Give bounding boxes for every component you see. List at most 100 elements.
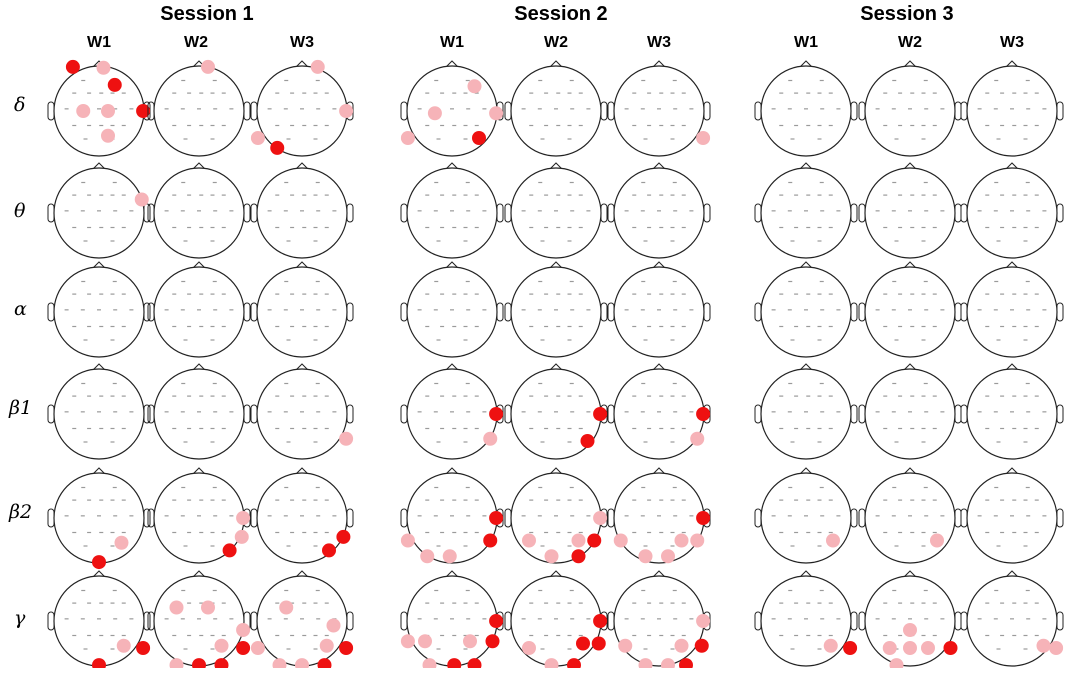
electrode-site bbox=[659, 124, 664, 127]
right-ear-outline bbox=[346, 404, 354, 424]
electrode-site bbox=[670, 194, 675, 196]
electrode-site bbox=[284, 79, 289, 82]
electrode-site bbox=[891, 515, 896, 517]
electrode-site bbox=[521, 309, 526, 311]
electrode-site bbox=[164, 108, 169, 110]
electrode-site bbox=[121, 124, 126, 127]
electrode-site bbox=[275, 602, 280, 604]
electrode-site bbox=[72, 124, 77, 127]
electrode-site bbox=[681, 92, 686, 94]
electrode-site bbox=[210, 92, 215, 94]
electrode-site bbox=[993, 108, 998, 110]
electrode-site bbox=[210, 499, 215, 501]
electrode-site bbox=[284, 280, 289, 283]
head-outline bbox=[864, 368, 956, 460]
left-ear-outline bbox=[960, 508, 968, 528]
electrode-site bbox=[99, 427, 104, 430]
session-3-w1-label: W1 bbox=[794, 34, 818, 51]
significant-electrode-strong bbox=[580, 434, 595, 448]
electrode-site bbox=[985, 602, 990, 604]
electrode-site bbox=[570, 618, 575, 620]
electrode-site bbox=[670, 124, 675, 127]
session-1-title: Session 1 bbox=[160, 3, 253, 25]
electrode-site bbox=[819, 181, 824, 184]
right-ear-outline bbox=[243, 101, 251, 121]
electrode-site bbox=[556, 124, 561, 127]
left-ear-outline bbox=[250, 611, 258, 631]
electrode-site bbox=[283, 108, 288, 110]
electrode-site bbox=[210, 441, 215, 443]
significant-electrode-weak bbox=[661, 549, 675, 564]
electrode-site bbox=[578, 427, 583, 430]
electrode-site bbox=[1000, 499, 1005, 501]
electrode-site bbox=[210, 124, 215, 127]
electrode-site bbox=[180, 411, 185, 413]
electrode-site bbox=[540, 138, 545, 140]
electrode-site bbox=[324, 226, 329, 229]
left-ear-outline bbox=[754, 203, 762, 223]
electrode-site bbox=[898, 602, 903, 604]
electrode-site bbox=[434, 181, 439, 184]
electrode-site bbox=[836, 515, 841, 517]
electrode-site bbox=[290, 427, 295, 430]
electrode-site bbox=[910, 124, 915, 127]
electrode-site bbox=[779, 602, 784, 604]
significant-electrode-weak bbox=[1036, 638, 1051, 653]
left-ear-outline bbox=[47, 611, 55, 631]
electrode-site bbox=[80, 411, 85, 413]
electrode-site bbox=[316, 618, 321, 620]
significant-electrode-strong bbox=[696, 407, 711, 421]
nose-outline bbox=[445, 261, 459, 269]
electrode-site bbox=[779, 226, 784, 229]
electrode-site bbox=[794, 226, 799, 229]
electrode-site bbox=[567, 441, 572, 443]
left-ear-outline bbox=[504, 302, 512, 322]
electrode-site bbox=[659, 427, 664, 430]
electrode-site bbox=[286, 648, 291, 650]
electrode-site bbox=[659, 634, 664, 637]
electrode-site bbox=[883, 124, 888, 127]
head-outline bbox=[53, 472, 145, 564]
nose-outline bbox=[549, 363, 563, 371]
electrode-site bbox=[647, 293, 652, 295]
electrode-site bbox=[923, 382, 928, 385]
electrode-site bbox=[99, 499, 104, 501]
head-outline bbox=[760, 575, 852, 667]
electrode-site bbox=[924, 515, 929, 517]
right-ear-outline bbox=[954, 611, 962, 631]
electrode-site bbox=[624, 108, 629, 110]
electrode-site bbox=[275, 634, 280, 637]
electrode-site bbox=[440, 531, 445, 534]
nose-outline bbox=[903, 570, 917, 578]
left-ear-outline bbox=[400, 302, 408, 322]
electrode-site bbox=[875, 515, 880, 517]
electrode-site bbox=[898, 531, 903, 534]
electrode-site bbox=[316, 108, 321, 110]
electrode-site bbox=[450, 210, 454, 212]
electrode-site bbox=[112, 589, 117, 592]
electrode-site bbox=[910, 293, 915, 295]
head-map-alpha-s2-w1 bbox=[400, 261, 504, 358]
electrode-site bbox=[828, 499, 833, 501]
electrode-site bbox=[794, 499, 799, 501]
electrode-site bbox=[891, 618, 896, 620]
electrode-site bbox=[87, 92, 92, 94]
electrode-site bbox=[586, 309, 591, 311]
electrode-site bbox=[267, 618, 272, 620]
electrode-site bbox=[996, 240, 1001, 242]
electrode-site bbox=[87, 395, 92, 397]
significant-electrode-weak bbox=[593, 511, 608, 525]
electrode-site bbox=[275, 194, 280, 196]
electrode-site bbox=[290, 395, 295, 397]
electrode-site bbox=[910, 499, 915, 501]
session-2-header: Session 2 W1 W2 W3 bbox=[440, 3, 671, 51]
electrode-site bbox=[836, 210, 841, 212]
electrode-site bbox=[1034, 395, 1039, 397]
significant-electrode-strong bbox=[236, 641, 251, 655]
head-map-beta2-s1-w3 bbox=[250, 467, 354, 564]
electrode-site bbox=[275, 293, 280, 295]
electrode-site bbox=[324, 634, 329, 637]
right-ear-outline bbox=[243, 302, 251, 322]
significant-electrode-weak bbox=[279, 600, 294, 615]
head-map-gamma-s3-w2 bbox=[858, 570, 962, 673]
